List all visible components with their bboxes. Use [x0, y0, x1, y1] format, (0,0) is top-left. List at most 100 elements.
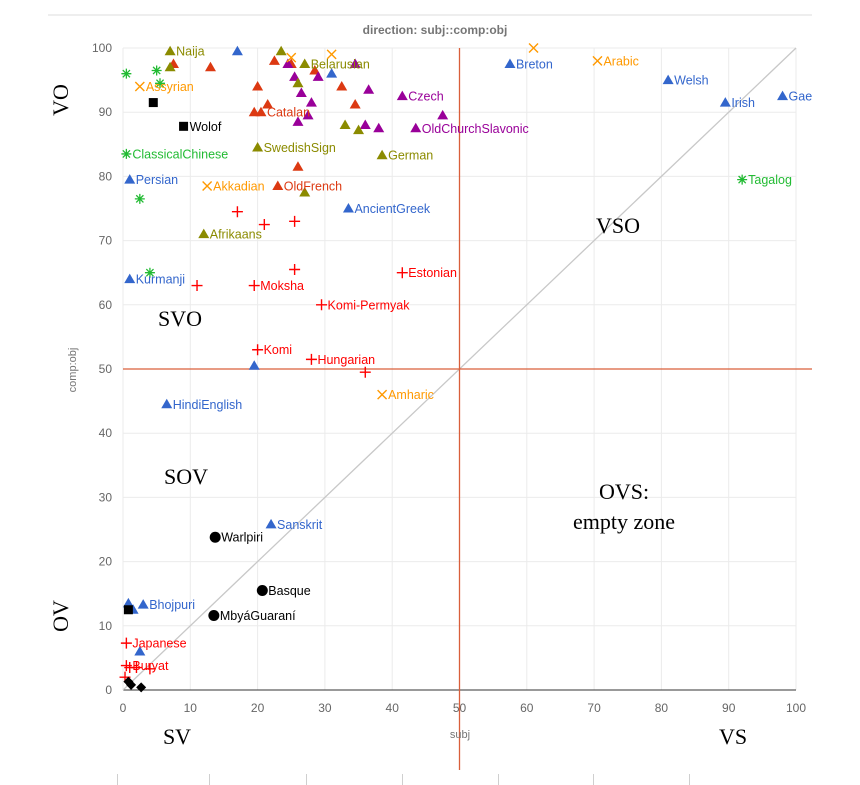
data-point: [209, 531, 221, 543]
point-label: Hungarian: [317, 353, 375, 367]
data-point: [342, 203, 354, 213]
data-point: [122, 597, 134, 608]
data-point: [164, 61, 176, 72]
y-tick-label: 80: [99, 169, 113, 183]
chart-title: direction: subj::comp:obj: [363, 23, 508, 37]
x-tick-label: 0: [120, 701, 127, 715]
zone-label: SV: [163, 724, 191, 749]
point-label: Moksha: [260, 279, 304, 293]
data-point: [662, 74, 674, 85]
data-point: [231, 206, 243, 218]
data-point: [305, 97, 317, 107]
data-point: [737, 174, 748, 185]
point-label: Tagalog: [748, 173, 792, 187]
y-tick-label: 0: [105, 683, 112, 697]
data-point: [262, 98, 274, 109]
data-point: [120, 637, 132, 649]
data-point: [326, 68, 338, 78]
y-tick-label: 90: [99, 105, 113, 119]
point-label: SwedishSign: [264, 141, 336, 155]
data-point: [302, 109, 314, 120]
data-point: [275, 45, 287, 56]
data-point: [258, 219, 270, 231]
data-point: [309, 64, 321, 75]
data-point: [204, 61, 216, 72]
point-label: Warlpiri: [221, 531, 263, 545]
data-point: [292, 116, 304, 126]
data-point: [202, 181, 213, 192]
point-label: Gae: [789, 90, 813, 104]
data-point: [437, 109, 449, 120]
x-tick-label: 20: [251, 701, 265, 715]
data-point: [252, 81, 264, 91]
data-point: [134, 193, 145, 204]
data-point: [305, 353, 317, 365]
y-tick-label: 30: [99, 490, 113, 504]
data-point: [376, 149, 388, 160]
point-label: Komi-Permyak: [328, 298, 411, 312]
y-tick-label: 40: [99, 426, 113, 440]
data-point: [134, 645, 146, 656]
data-point: [528, 43, 539, 53]
data-point: [326, 49, 337, 60]
point-label: Basque: [268, 584, 310, 598]
data-point: [504, 58, 516, 69]
reference-lines: [122, 47, 812, 770]
zone-label: OV: [48, 600, 73, 632]
data-point: [299, 186, 311, 197]
data-point: [144, 267, 155, 278]
point-label: Estonian: [408, 266, 457, 280]
data-point: [289, 215, 301, 227]
data-point: [282, 58, 294, 69]
y-tick-label: 20: [99, 555, 113, 569]
point-label: Irish: [731, 96, 755, 110]
data-point: [124, 174, 136, 184]
data-point: [719, 97, 731, 107]
point-label: Japanese: [132, 637, 186, 651]
data-point: [130, 662, 142, 674]
zone-label: VO: [48, 84, 73, 116]
data-point: [349, 58, 361, 69]
point-label: Akkadian: [213, 180, 264, 194]
zone-label: SVO: [158, 306, 202, 331]
data-point: [295, 87, 307, 97]
point-label: Breton: [516, 58, 553, 72]
point-label: Wolof: [190, 120, 222, 134]
point-label: Sanskrit: [277, 518, 323, 532]
point-label: Naija: [176, 45, 205, 59]
data-point: [396, 267, 408, 279]
data-point: [161, 398, 173, 409]
data-point: [252, 142, 264, 152]
zone-labels: VO OV SV VS SVO SOV VSO OVS: empty zone: [48, 84, 747, 749]
y-tick-label: 100: [92, 41, 112, 55]
data-point: [289, 71, 301, 81]
data-point: [292, 161, 304, 171]
y-tick-label: 60: [99, 298, 113, 312]
y-tick-label: 50: [99, 362, 113, 376]
data-point: [126, 679, 137, 690]
zone-label: OVS:: [599, 479, 649, 504]
data-point: [396, 90, 408, 101]
data-point: [292, 77, 304, 88]
x-axis-title: subj: [450, 729, 470, 741]
data-point: [134, 81, 145, 92]
zone-label: SOV: [164, 464, 208, 489]
axes: 0 10 20 30 40 50 60 70 80 90 100010203040506070809…: [92, 41, 806, 715]
data-point: [373, 122, 385, 133]
data-point: [208, 610, 220, 622]
data-point: [123, 605, 133, 615]
data-point: [312, 71, 324, 81]
data-point: [252, 344, 264, 356]
x-tick-label: 70: [587, 701, 601, 715]
point-label: Welsh: [674, 74, 709, 88]
point-label: OldFrench: [284, 180, 342, 194]
data-point: [256, 584, 268, 596]
point-label: Amharic: [388, 388, 434, 402]
data-point: [289, 263, 301, 275]
data-point: [121, 68, 132, 79]
data-point: [272, 180, 284, 191]
data-point: [137, 599, 149, 609]
bottom-gridline-strip: [0, 772, 860, 785]
point-label: OldChurchSlavonic: [422, 122, 529, 136]
